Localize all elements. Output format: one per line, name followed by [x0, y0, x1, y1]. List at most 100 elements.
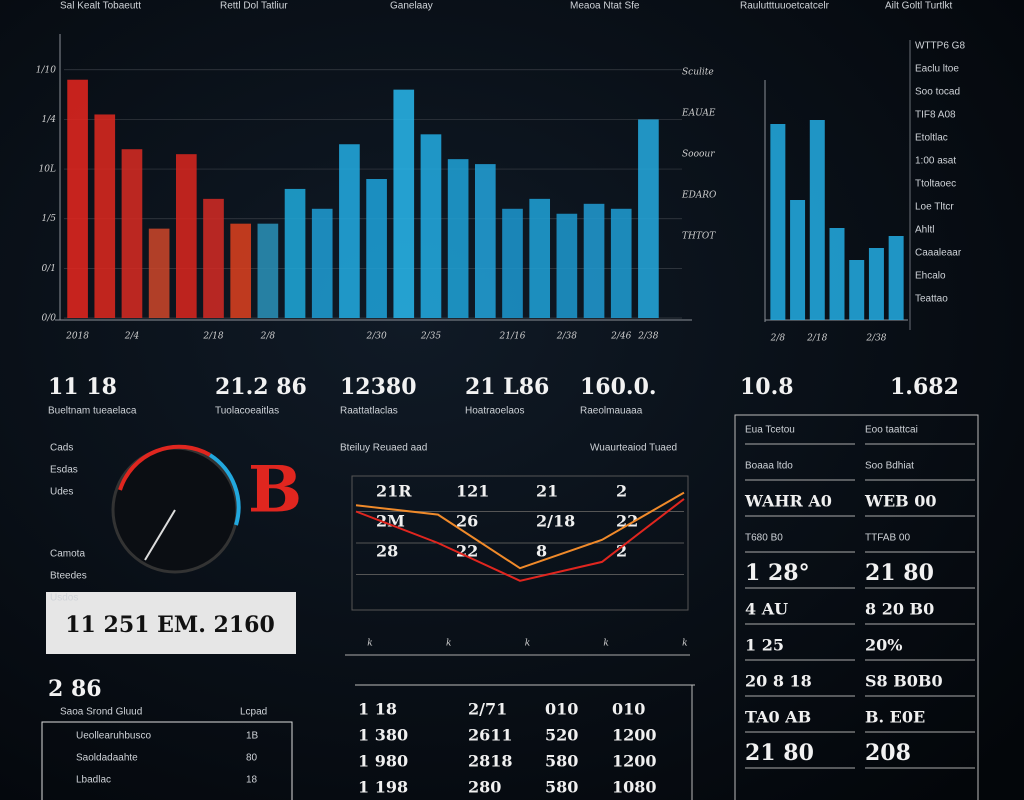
- panel-cell: 21 80: [865, 560, 934, 586]
- kpi-label: Bueltnam tueaelaca: [48, 406, 137, 417]
- side-list-item: Teattao: [915, 294, 948, 305]
- cell-label: 2: [616, 482, 627, 501]
- header-item: Ailt Goltl Turtlkt: [885, 1, 952, 12]
- panel-cell: Soo Bdhiat: [865, 461, 914, 472]
- table-cell: 010: [545, 700, 578, 719]
- box-cell: 80: [246, 753, 258, 764]
- annotation: Sooour: [682, 150, 715, 160]
- header-item: Sal Kealt Tobaeutt: [60, 1, 141, 12]
- annotation: EDARO: [681, 191, 717, 201]
- cell-label: 8: [536, 542, 547, 561]
- bar: [420, 134, 442, 318]
- bar: [829, 228, 845, 320]
- x-tick-label: k: [367, 639, 372, 649]
- gauge-mark: B: [248, 453, 302, 528]
- table-cell: 1200: [612, 726, 657, 745]
- x-tick-label: 2/8: [260, 332, 276, 342]
- side-list-item: Ehcalo: [915, 271, 946, 282]
- bar: [230, 223, 252, 318]
- bar: [366, 179, 387, 318]
- bar: [888, 236, 904, 320]
- bar: [809, 120, 825, 320]
- gauge-label: Esdas: [50, 465, 78, 476]
- y-tick-label: 10L: [39, 165, 56, 175]
- bar: [502, 208, 523, 318]
- line-chart-frame: [351, 475, 689, 611]
- x-tick-label: 2018: [65, 332, 89, 342]
- banner: [46, 592, 296, 654]
- bar: [638, 119, 659, 318]
- box-cell: Ueollearuhbusco: [76, 731, 151, 742]
- table-cell: 1 380: [358, 726, 408, 745]
- kpi-value: 160.0.: [580, 374, 657, 400]
- bar: [583, 203, 605, 318]
- side-list-item: TIF8 A08: [915, 110, 956, 121]
- panel-cell: TTFAB 00: [865, 533, 910, 544]
- kpi-label: Raeolmauaaa: [580, 406, 643, 417]
- kpi-value: 11 18: [48, 374, 117, 400]
- cell-label: 2: [616, 542, 627, 561]
- kpi-label: Hoatraoelaos: [465, 406, 524, 417]
- annotation: EAUAE: [681, 109, 716, 119]
- gauge-label: Bteedes: [50, 571, 87, 582]
- gauge-label: Camota: [50, 549, 85, 560]
- kpi-value: 1.682: [890, 374, 959, 400]
- box-cell: Lbadlac: [76, 775, 111, 786]
- table-cell: 520: [545, 726, 578, 745]
- x-tick-label: k: [446, 639, 451, 649]
- panel-cell: T680 B0: [745, 533, 783, 544]
- panel-cell: 1 25: [745, 636, 784, 655]
- cell-label: 2/18: [536, 512, 575, 531]
- x-tick-label: k: [603, 639, 608, 649]
- panel-cell: Eua Tcetou: [745, 425, 795, 436]
- line-series: [355, 498, 685, 582]
- right-panel: [734, 414, 979, 800]
- panel-cell: Eoo taattcai: [865, 425, 918, 436]
- table-cell: 2611: [468, 726, 513, 745]
- annotation: Sculite: [682, 68, 714, 78]
- bar: [556, 213, 578, 318]
- cell-label: 2M: [376, 512, 405, 531]
- kpi-value: 12380: [340, 374, 417, 400]
- chart-title: Bteiluy Reuaed aad: [340, 443, 427, 454]
- kpi-label: Raattatlaclas: [340, 406, 398, 417]
- panel-cell: WEB 00: [864, 492, 937, 511]
- bar: [868, 248, 884, 320]
- side-list-item: Etoltlac: [915, 133, 948, 144]
- panel-cell: Boaaa ltdo: [745, 461, 793, 472]
- bar: [67, 79, 88, 318]
- cell-label: 22: [616, 512, 638, 531]
- side-list-item: Caaaleaar: [915, 248, 962, 259]
- gauge-label: Cads: [50, 443, 73, 454]
- bar: [284, 188, 306, 318]
- kpi-value: 21.2 86: [215, 374, 307, 400]
- box-header: Saoa Srond Gluud: [60, 707, 142, 718]
- x-tick-label: 2/8: [770, 334, 786, 344]
- table-cell: 580: [545, 752, 578, 771]
- x-tick-label: 2/38: [865, 334, 886, 344]
- table-cell: 580: [545, 778, 578, 797]
- annotation: THTOT: [682, 232, 716, 242]
- header-item: Rettl Dol Tatliur: [220, 1, 288, 12]
- gauge-label: Usdos: [50, 593, 78, 604]
- y-tick-label: 0/1: [42, 264, 56, 274]
- box-cell: 18: [246, 775, 258, 786]
- kpi-value: 21 L86: [465, 374, 549, 400]
- y-tick-label: 0/0: [42, 314, 57, 324]
- bar: [770, 124, 786, 320]
- cell-label: 28: [376, 542, 398, 561]
- table-cell: 1080: [612, 778, 657, 797]
- panel-cell: 8 20 B0: [865, 600, 934, 619]
- gauge-needle: [144, 509, 176, 561]
- table-cell: 280: [468, 778, 501, 797]
- y-tick-label: 1/10: [36, 65, 56, 75]
- bar: [94, 114, 116, 318]
- cell-label: 22: [456, 542, 478, 561]
- gauge-arc: [118, 444, 211, 491]
- side-list-item: Loe Tltcr: [915, 202, 954, 213]
- y-tick-label: 1/5: [42, 214, 57, 224]
- box-cell: 1B: [246, 731, 259, 742]
- bar: [257, 223, 279, 318]
